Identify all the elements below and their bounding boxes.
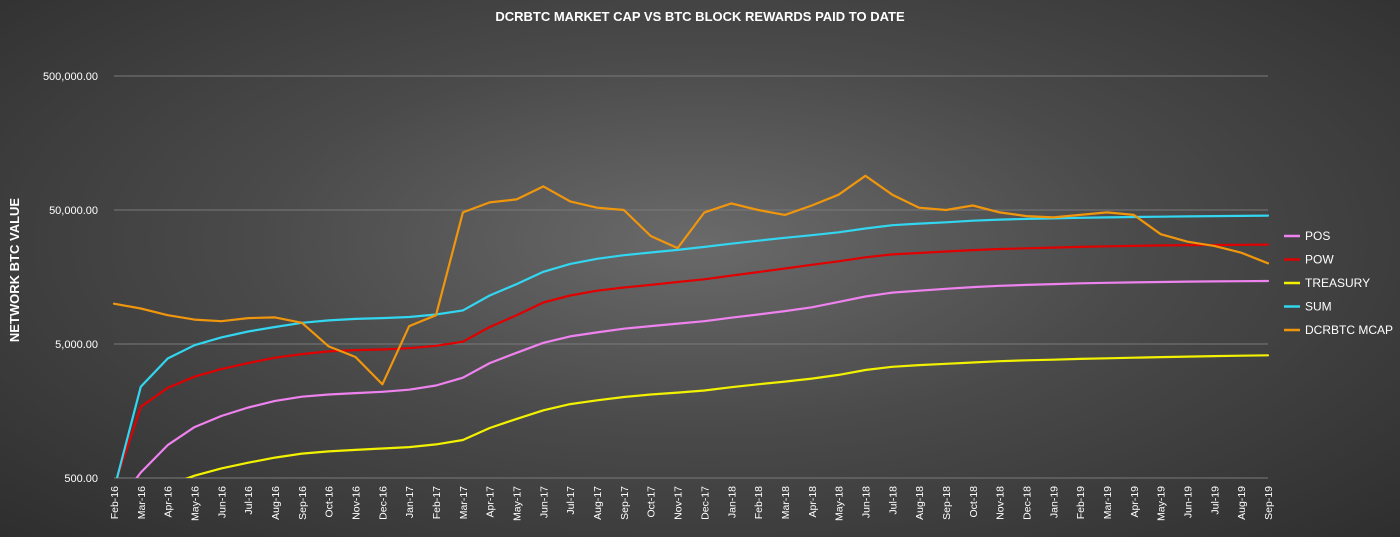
x-tick-label: Oct-16: [324, 486, 336, 518]
chart-title: DCRBTC MARKET CAP VS BTC BLOCK REWARDS P…: [495, 9, 905, 24]
x-tick-label: Dec-18: [1021, 486, 1033, 520]
series-group: [112, 174, 1270, 478]
x-tick-label: Apr-19: [1129, 486, 1141, 518]
x-tick-label: Oct-18: [968, 486, 980, 518]
x-tick-label: Jul-19: [1209, 486, 1221, 515]
series-line-dcrbtc-mcap: [112, 174, 1270, 386]
x-tick-label: Apr-18: [807, 486, 819, 518]
x-tick-label: Dec-16: [377, 486, 389, 520]
x-tick-label: Aug-19: [1236, 486, 1248, 520]
y-tick-label: 5,000.00: [55, 339, 98, 351]
x-tick-label: Jul-16: [243, 486, 255, 515]
x-tick-label: Jan-18: [726, 486, 738, 518]
legend-label: SUM: [1305, 300, 1332, 314]
x-tick-label: Mar-18: [780, 486, 792, 519]
x-tick-label: Mar-17: [458, 486, 470, 519]
x-tick-label: Jan-17: [404, 486, 416, 518]
x-tick-label: Jul-18: [887, 486, 899, 515]
x-tick-label: Jun-18: [860, 486, 872, 518]
x-tick-label: May-19: [1156, 486, 1168, 521]
y-tick-label: 500.00: [64, 473, 98, 485]
legend-label: POS: [1305, 229, 1330, 243]
legend-label: POW: [1305, 253, 1334, 267]
x-tick-label: Sep-16: [297, 486, 309, 520]
x-tick-label: Feb-17: [431, 486, 443, 519]
series-lines: [112, 174, 1270, 478]
x-tick-label: Mar-19: [1102, 486, 1114, 519]
series-line-pow: [115, 243, 1270, 478]
x-tick-label: May-18: [834, 486, 846, 521]
x-tick-label: Oct-17: [646, 486, 658, 518]
x-tick-label: Jun-16: [216, 486, 228, 518]
x-tick-label: Sep-19: [1263, 486, 1275, 520]
x-tick-label: Nov-18: [995, 486, 1007, 520]
x-tick-label: Mar-16: [136, 486, 148, 519]
series-line-sum: [115, 214, 1270, 478]
x-tick-label: Dec-17: [699, 486, 711, 520]
x-tick-label: May-16: [190, 486, 202, 521]
x-tick-label: Jan-19: [1048, 486, 1060, 518]
x-tick-labels: Feb-16 Mar-16 Apr-16 May-16 Jun-16 Jul-16 Aug-…: [109, 486, 1275, 521]
y-axis-title: NETWORK BTC VALUE: [7, 198, 22, 343]
x-tick-label: Nov-16: [351, 486, 363, 520]
x-tick-label: Feb-19: [1075, 486, 1087, 519]
y-tick-label: 500,000.00: [43, 71, 98, 83]
series-line-pos: [135, 279, 1270, 478]
legend-label: DCRBTC MCAP: [1305, 323, 1393, 337]
y-tick-label: 50,000.00: [49, 205, 98, 217]
legend: POS POW TREASURY SUM DCRBTC MCAP: [1284, 229, 1393, 337]
x-tick-label: Nov-17: [673, 486, 685, 520]
x-tick-label: Apr-16: [163, 486, 175, 518]
x-tick-label: Feb-18: [753, 486, 765, 519]
x-tick-label: Sep-18: [941, 486, 953, 520]
gridlines: [114, 75, 1268, 479]
y-tick-labels: 500.00 5,000.00 50,000.00 500,000.00: [43, 71, 98, 485]
x-tick-label: Aug-18: [914, 486, 926, 520]
x-tick-label: Jun-19: [1182, 486, 1194, 518]
x-tick-label: Jul-17: [565, 486, 577, 515]
x-tick-label: Sep-17: [619, 486, 631, 520]
x-tick-label: Aug-16: [270, 486, 282, 520]
x-tick-label: Aug-17: [592, 486, 604, 520]
x-tick-label: Jun-17: [538, 486, 550, 518]
legend-label: TREASURY: [1305, 276, 1370, 290]
x-tick-label: May-17: [512, 486, 524, 521]
x-tick-label: Apr-17: [485, 486, 497, 518]
series-line-treasury: [184, 354, 1270, 478]
x-tick-label: Feb-16: [109, 486, 121, 519]
